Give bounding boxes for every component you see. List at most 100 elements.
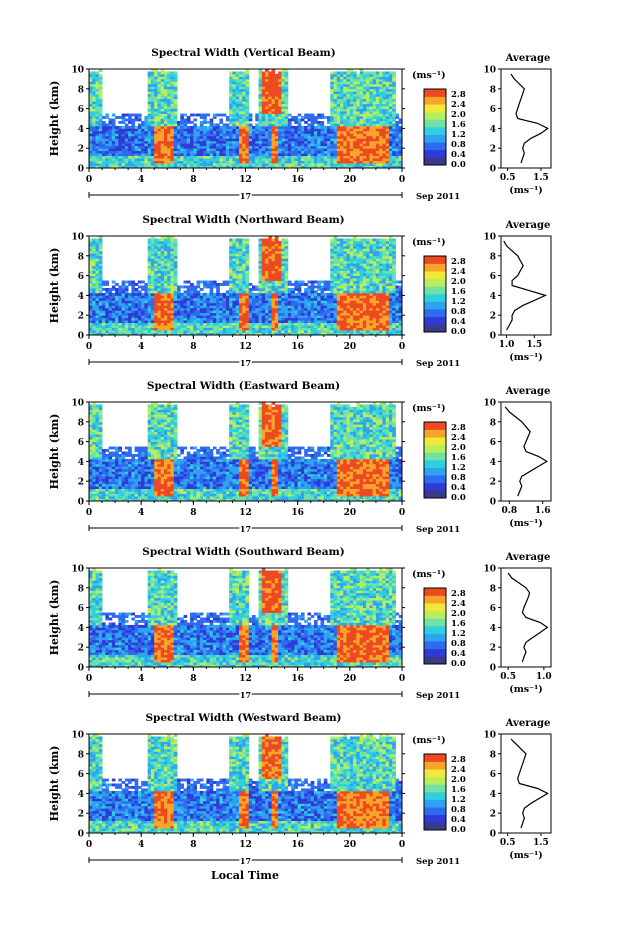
heatmap-cell [225,280,230,284]
heatmap-cell [157,315,162,319]
heatmap-cell [102,302,106,306]
heatmap-cell [160,73,165,77]
heatmap-cell [242,93,246,97]
heatmap-cell [92,312,96,316]
heatmap-cell [284,130,289,134]
day-label: 17 [240,191,251,201]
heatmap-cell [327,287,331,291]
heatmap-cell [170,163,175,166]
heatmap-cell [359,83,364,87]
heatmap-cell [232,140,237,144]
heatmap-cell [327,143,331,147]
heatmap-cell [340,101,344,105]
heatmap-cell [118,300,122,304]
heatmap-cell [300,310,305,314]
heatmap-cell [173,253,178,257]
heatmap-cell [274,111,279,114]
heatmap-cell [362,96,367,100]
heatmap-cell [265,273,269,277]
heatmap-cell [327,125,331,129]
heatmap-cell [271,108,276,112]
heatmap-cell [98,81,103,85]
heatmap-cell [258,98,263,102]
heatmap-cell [369,145,374,149]
heatmap-cell [150,300,155,304]
heatmap-cell [278,300,282,304]
heatmap-cell [183,320,188,324]
heatmap-cell [196,300,201,304]
heatmap-cell [369,71,374,75]
heatmap-cell [167,93,171,97]
heatmap-cell [268,93,272,97]
heatmap-cell [216,155,220,159]
heatmap-cell [362,118,367,122]
heatmap-cell [121,317,126,321]
heatmap-cell [170,153,175,157]
heatmap-cell [118,325,122,328]
heatmap-cell [265,268,269,272]
heatmap-cell [222,138,227,142]
heatmap-cell [95,307,100,311]
heatmap-cell [183,330,188,333]
heatmap-cell [222,128,227,132]
heatmap-cell [238,165,243,169]
heatmap-cell [265,258,269,262]
heatmap-cell [274,253,279,257]
heatmap-cell [225,133,230,137]
heatmap-cell [212,312,217,316]
heatmap-cell [102,135,106,139]
heatmap-cell [232,83,237,87]
heatmap-cell [340,108,344,112]
heatmap-cell [229,265,233,269]
heatmap-cell [392,128,396,132]
heatmap-cell [199,320,204,324]
heatmap-cell [160,268,165,272]
heatmap-cell [278,287,282,291]
heatmap-cell [284,69,289,72]
heatmap-cell [232,263,237,267]
heatmap-cell [95,71,100,75]
heatmap-cell [248,300,253,304]
heatmap-cell [98,163,103,166]
heatmap-cell [111,140,116,144]
heatmap-cell [92,160,96,164]
heatmap-cell [98,278,103,281]
heatmap-cell [245,290,250,294]
heatmap-cell [163,148,168,152]
heatmap-cell [313,153,318,157]
heatmap-cell [261,150,266,154]
heatmap-cell [190,158,194,161]
heatmap-cell [343,93,347,97]
heatmap-cell [163,275,168,279]
heatmap-cell [190,113,194,117]
heatmap-cell [219,148,224,152]
heatmap-cell [372,86,377,90]
heatmap-cell [271,76,276,80]
heatmap-cell [333,150,338,154]
heatmap-cell [180,125,184,129]
heatmap-cell [196,292,201,296]
heatmap-cell [190,128,194,132]
heatmap-cell [375,163,380,166]
heatmap-cell [346,93,351,97]
heatmap-cell [102,327,106,331]
heatmap-cell [137,116,142,119]
heatmap-cell [160,305,165,309]
heatmap-cell [291,327,295,331]
heatmap-cell [118,150,122,154]
heatmap-cell [167,278,171,281]
heatmap-cell [258,312,263,316]
heatmap-cell [173,143,178,147]
heatmap-cell [268,155,272,159]
heatmap-cell [291,158,295,161]
heatmap-cell [229,270,233,274]
heatmap-cell [105,160,109,164]
heatmap-cell [258,258,263,262]
heatmap-cell [108,123,113,127]
colorbar-swatch [424,89,446,97]
heatmap-cell [235,238,240,242]
heatmap-cell [206,130,211,134]
heatmap-cell [291,130,295,134]
heatmap-cell [248,317,253,321]
heatmap-cell [170,285,175,289]
